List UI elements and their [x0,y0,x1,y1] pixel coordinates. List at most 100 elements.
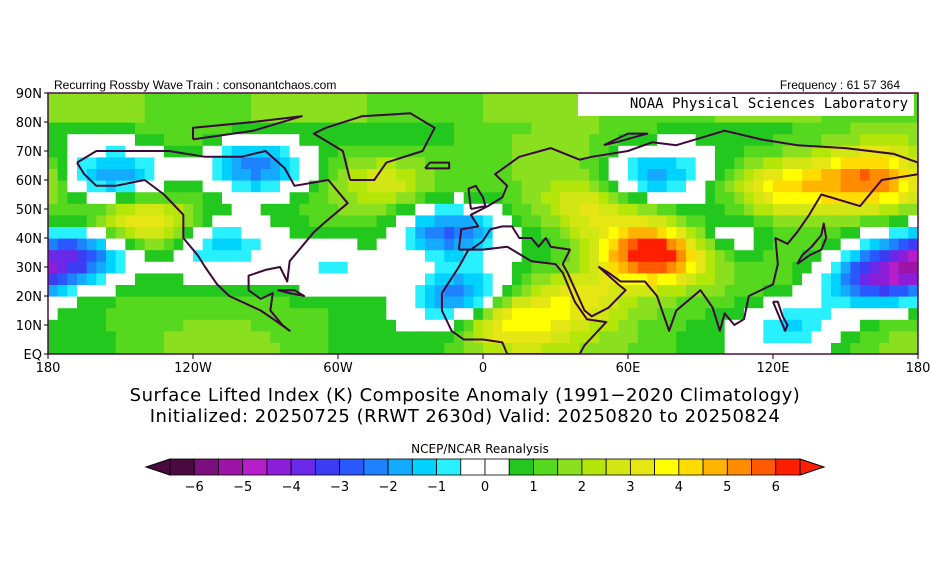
field-cell [96,307,107,320]
field-cell [666,168,677,181]
field-cell [734,133,745,146]
field-cell [125,180,136,193]
field-cell [898,296,909,309]
field-cell [782,191,793,204]
field-cell [550,93,561,100]
field-cell [338,93,349,100]
field-cell [405,330,416,343]
field-cell [821,249,832,262]
field-cell [541,122,552,135]
field-cell [454,93,465,100]
field-cell [309,296,320,309]
field-cell [473,226,484,239]
field-cell [328,133,339,146]
field-cell [202,330,213,343]
field-cell [251,156,262,169]
field-cell [222,145,233,158]
field-cell [106,93,117,100]
field-cell [821,191,832,204]
field-cell [831,319,842,332]
field-cell [560,226,571,239]
field-cell [860,296,871,309]
field-cell [434,168,445,181]
field-cell [77,296,88,309]
field-cell [715,330,726,343]
field-cell [357,191,368,204]
field-cell [405,238,416,251]
field-cell [898,261,909,274]
field-cell [608,110,619,123]
field-cell [125,296,136,309]
field-cell [183,156,194,169]
x-tick-label: 0 [479,361,487,376]
field-cell [318,203,329,216]
field-cell [338,180,349,193]
field-cell [260,226,271,239]
field-cell [889,203,900,216]
field-cell [57,93,68,100]
field-cell [608,191,619,204]
field-cell [637,203,648,216]
field-cell [618,342,629,354]
field-cell [405,93,416,100]
field-cell [415,214,426,227]
field-cell [115,156,126,169]
field-cell [676,180,687,193]
field-cell [376,156,387,169]
field-cell [550,238,561,251]
field-cell [483,214,494,227]
field-cell [840,191,851,204]
field-cell [676,110,687,123]
field-cell [860,110,871,123]
field-cell [376,249,387,262]
field-cell [270,156,281,169]
field-cell [405,133,416,146]
field-cell [657,238,668,251]
field-cell [560,156,571,169]
field-cell [908,307,918,320]
field-cell [618,272,629,285]
field-cell [347,342,358,354]
field-cell [782,330,793,343]
colorbar-bin [484,458,510,476]
field-cell [908,145,918,158]
field-cell [811,330,822,343]
field-cell [782,226,793,239]
field-cell [251,122,262,135]
field-cell [280,122,291,135]
field-cell [415,93,426,100]
field-cell [376,180,387,193]
field-cell [347,226,358,239]
field-cell [705,249,716,262]
field-cell [231,307,242,320]
field-cell [608,319,619,332]
field-cell [338,307,349,320]
field-cell [154,168,165,181]
field-cell [77,93,88,100]
field-cell [512,261,523,274]
field-cell [396,214,407,227]
field-cell [599,168,610,181]
field-cell [811,272,822,285]
field-cell [705,296,716,309]
y-tick-label: 10N [16,319,42,334]
field-cell [338,272,349,285]
field-cell [483,296,494,309]
field-cell [802,145,813,158]
field-cell [802,180,813,193]
field-cell [695,307,706,320]
field-cell [115,284,126,297]
field-cell [96,110,107,123]
field-cell [821,342,832,354]
field-cell [202,122,213,135]
field-cell [125,133,136,146]
field-cell [773,261,784,274]
field-cell [463,342,474,354]
field-cell [231,93,242,100]
field-cell [889,330,900,343]
field-cell [483,168,494,181]
field-cell [434,145,445,158]
field-cell [889,272,900,285]
field-cell [202,98,213,111]
field-cell [792,214,803,227]
